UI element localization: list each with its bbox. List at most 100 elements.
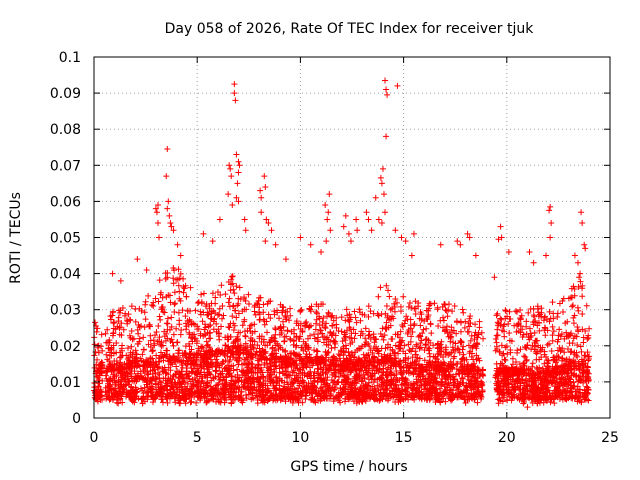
data-point [282,398,289,405]
data-point [579,361,586,368]
data-point [207,315,214,322]
data-point [153,329,160,336]
data-point [285,317,292,324]
data-point [229,273,236,280]
data-point [559,355,566,362]
data-point [373,367,380,374]
data-point [448,386,455,393]
data-point [182,390,189,397]
data-point [247,342,254,349]
data-point [392,295,399,302]
data-point [344,375,351,382]
data-point [366,343,373,350]
data-point [316,322,323,329]
data-point [497,383,504,390]
data-point [225,324,232,331]
data-point [233,348,240,355]
data-point [426,300,433,307]
data-point [526,325,533,332]
data-point [331,372,338,379]
data-point [447,365,454,372]
data-point [407,325,414,332]
data-point [502,307,509,314]
data-point [111,357,118,364]
data-point [509,361,516,368]
data-point [512,308,519,315]
data-point [280,318,287,325]
data-point [426,386,433,393]
data-point [257,390,264,397]
data-point [415,393,422,400]
data-point [164,399,171,406]
data-point [195,325,202,332]
data-point [245,360,252,367]
data-point [492,374,499,381]
data-point [338,314,345,321]
data-point [234,302,241,309]
data-point [240,349,247,356]
data-point [127,317,134,324]
data-point [357,364,364,371]
data-point [557,388,564,395]
data-point [417,363,424,370]
data-point [271,385,278,392]
data-point [382,371,389,378]
data-point [115,400,122,407]
data-point [184,307,191,314]
data-point [575,390,582,397]
data-point [574,353,581,360]
data-point [119,374,126,381]
data-point [117,370,124,377]
data-point [517,322,524,329]
data-point [138,323,145,330]
data-point [302,346,309,353]
data-point [471,383,478,390]
data-point [196,378,203,385]
data-point [283,353,290,360]
data-point [389,305,396,312]
data-point [136,305,143,312]
data-point [459,306,466,313]
data-point [356,306,363,313]
data-point [506,308,513,315]
data-point [448,324,455,331]
data-point [299,329,306,336]
data-point [169,391,176,398]
data-point [467,348,474,355]
data-point [264,329,271,336]
data-point [501,373,508,380]
data-point [128,343,135,350]
data-point [298,359,305,366]
data-point [569,340,576,347]
data-point [155,322,162,329]
data-point [329,322,336,329]
data-point [230,327,237,334]
data-point [575,327,582,334]
data-point [449,344,456,351]
data-point [235,395,242,402]
data-point [458,319,465,326]
data-point [472,394,479,401]
data-point [496,395,503,402]
data-point [561,349,568,356]
data-point [267,315,274,322]
data-point [249,365,256,372]
data-point [287,312,294,319]
data-point [91,379,98,386]
data-point [255,309,262,316]
data-point [413,376,420,383]
data-point [552,393,559,400]
data-point [142,301,149,308]
data-point [563,333,570,340]
data-point [550,315,557,322]
data-point [309,362,316,369]
data-point [575,283,582,290]
data-point [493,312,500,319]
data-point [551,365,558,372]
data-point [111,319,118,326]
data-point [104,326,111,333]
data-point [195,367,202,374]
data-point [387,344,394,351]
data-point [173,363,180,370]
